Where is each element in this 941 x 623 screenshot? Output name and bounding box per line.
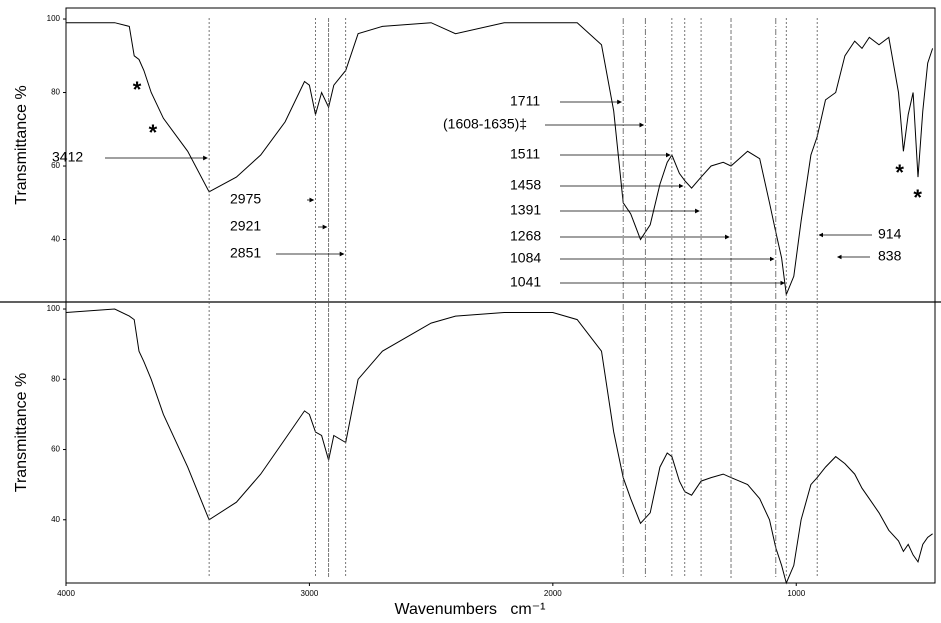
annotation-label: 1084 bbox=[510, 250, 541, 266]
y-axis-label: Transmittance % bbox=[13, 85, 30, 204]
annotation-label: 2921 bbox=[230, 218, 261, 234]
annotation-label: 3412 bbox=[52, 149, 83, 165]
annotation-label: 1711 bbox=[510, 93, 540, 109]
asterisk: * bbox=[913, 185, 922, 210]
annotation-label: 2975 bbox=[230, 191, 261, 207]
asterisk: * bbox=[149, 120, 158, 145]
asterisk: * bbox=[895, 160, 904, 185]
y-tick-label: 100 bbox=[47, 14, 61, 23]
y-axis-label: Transmittance % bbox=[13, 373, 30, 492]
y-tick-label: 80 bbox=[51, 88, 60, 97]
y-tick-label: 40 bbox=[51, 235, 60, 244]
plot-frame bbox=[65, 7, 936, 584]
annotation-label: 1041 bbox=[510, 274, 541, 290]
annotation-label: 1268 bbox=[510, 228, 541, 244]
y-tick-label: 60 bbox=[51, 445, 60, 454]
annotation-label: 838 bbox=[878, 248, 902, 264]
annotation-label: 1391 bbox=[510, 202, 541, 218]
x-tick-label: 1000 bbox=[787, 589, 805, 598]
asterisk: * bbox=[133, 77, 142, 102]
annotation-label: 1511 bbox=[510, 146, 540, 162]
y-tick-label: 80 bbox=[51, 374, 60, 383]
y-tick-label: 100 bbox=[47, 304, 61, 313]
annotation-label: (1608-1635)‡ bbox=[443, 116, 527, 132]
annotation-label: 2851 bbox=[230, 245, 261, 261]
y-tick-label: 60 bbox=[51, 161, 60, 170]
x-tick-label: 4000 bbox=[57, 589, 75, 598]
y-tick-label: 40 bbox=[51, 515, 60, 524]
annotation-label: 914 bbox=[878, 226, 902, 242]
x-axis-label: Wavenumbers cm⁻¹ bbox=[395, 601, 546, 618]
spectrum-line bbox=[66, 22, 934, 297]
x-tick-label: 3000 bbox=[301, 589, 319, 598]
annotation-label: 1458 bbox=[510, 177, 541, 193]
x-tick-label: 2000 bbox=[544, 589, 562, 598]
spectrum-line bbox=[65, 308, 933, 585]
